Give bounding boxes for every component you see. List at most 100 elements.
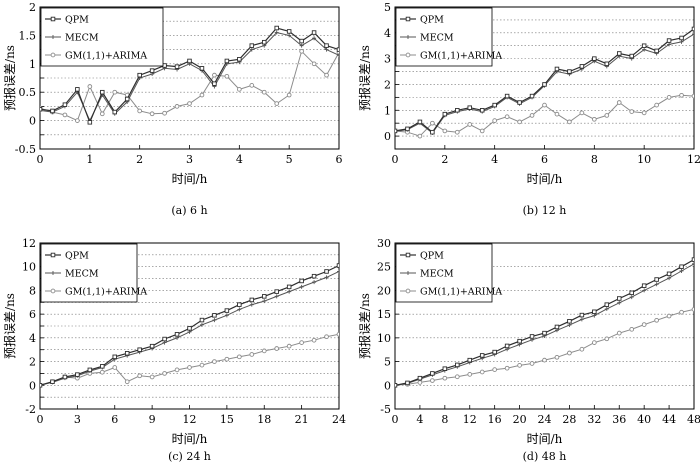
data-point bbox=[112, 354, 117, 360]
data-point bbox=[629, 326, 635, 332]
legend-box bbox=[40, 7, 164, 67]
series-QPM bbox=[40, 25, 339, 125]
series-GM(1,1)+ARIMA bbox=[40, 331, 339, 388]
x-tick-label: 4 bbox=[491, 153, 498, 166]
x-tick-label: 3 bbox=[186, 153, 193, 166]
series-QPM bbox=[395, 257, 694, 388]
data-point bbox=[492, 102, 497, 108]
legend-marker bbox=[405, 52, 411, 58]
data-point bbox=[691, 93, 694, 99]
x-axis-label: 时间/h bbox=[172, 432, 208, 446]
x-axis-label: 时间/h bbox=[527, 172, 563, 186]
x-tick-label: 5 bbox=[286, 153, 293, 166]
data-point bbox=[149, 374, 155, 380]
data-point bbox=[529, 113, 535, 118]
data-point bbox=[666, 38, 672, 43]
x-tick-label: 18 bbox=[257, 413, 271, 426]
data-point bbox=[124, 379, 130, 385]
data-point bbox=[324, 334, 329, 340]
data-point bbox=[40, 383, 43, 388]
data-point bbox=[617, 300, 622, 305]
data-point bbox=[261, 348, 267, 354]
data-point bbox=[542, 357, 547, 363]
data-point bbox=[262, 299, 267, 304]
data-point bbox=[592, 313, 597, 318]
data-point bbox=[286, 284, 292, 290]
data-point bbox=[430, 378, 435, 383]
series-QPM bbox=[40, 263, 339, 388]
x-tick-label: 0 bbox=[37, 413, 44, 426]
legend-marker bbox=[50, 16, 56, 22]
x-tick-label: 20 bbox=[513, 413, 527, 426]
data-point bbox=[604, 302, 610, 307]
x-tick-label: 15 bbox=[220, 413, 234, 426]
panel-caption: (d) 48 h bbox=[523, 450, 567, 463]
panel-caption: (a) 6 h bbox=[171, 204, 207, 217]
data-point bbox=[679, 35, 684, 41]
legend-label: MECM bbox=[420, 33, 454, 44]
x-tick-label: 40 bbox=[637, 413, 651, 426]
data-point bbox=[417, 375, 423, 381]
data-point bbox=[691, 307, 694, 312]
data-point bbox=[554, 66, 560, 72]
data-point bbox=[187, 326, 192, 331]
data-point bbox=[75, 372, 80, 377]
x-tick-label: 28 bbox=[562, 413, 576, 426]
data-point bbox=[62, 102, 68, 107]
data-point bbox=[224, 73, 230, 79]
data-point bbox=[604, 336, 610, 342]
data-point bbox=[299, 284, 304, 289]
data-point bbox=[654, 282, 659, 287]
data-point bbox=[517, 363, 522, 368]
data-point bbox=[529, 361, 535, 366]
data-point bbox=[492, 367, 498, 372]
data-point bbox=[187, 101, 192, 106]
legend: QPM MECM GM(1,1)+ARIMA bbox=[395, 7, 502, 67]
data-point bbox=[336, 47, 339, 52]
legend-label: GM(1,1)+ARIMA bbox=[420, 287, 502, 298]
data-point bbox=[492, 349, 497, 355]
y-tick-label: 8 bbox=[29, 284, 36, 297]
data-point bbox=[454, 129, 460, 135]
data-point bbox=[324, 269, 329, 274]
data-point bbox=[592, 56, 597, 61]
plot-area bbox=[395, 26, 694, 139]
data-point bbox=[137, 108, 143, 114]
data-point bbox=[249, 302, 254, 307]
data-point bbox=[579, 110, 585, 116]
data-point bbox=[187, 58, 192, 64]
series-line bbox=[395, 308, 694, 386]
data-point bbox=[692, 261, 694, 266]
data-point bbox=[50, 108, 55, 114]
x-axis-label: 时间/h bbox=[527, 432, 563, 446]
x-axis-label: 时间/h bbox=[172, 172, 208, 186]
y-tick-label: 6 bbox=[29, 308, 36, 321]
data-point bbox=[604, 61, 610, 67]
data-point bbox=[692, 32, 694, 37]
data-point bbox=[442, 128, 448, 134]
data-point bbox=[286, 29, 292, 34]
y-tick-label: 1 bbox=[384, 104, 391, 117]
data-point bbox=[312, 280, 317, 285]
data-point bbox=[99, 369, 105, 375]
data-point bbox=[75, 87, 80, 92]
data-point bbox=[579, 346, 585, 352]
data-point bbox=[212, 359, 217, 364]
data-point bbox=[137, 72, 142, 78]
data-point bbox=[299, 278, 304, 284]
legend-label: QPM bbox=[65, 15, 89, 26]
data-point bbox=[287, 33, 292, 38]
data-point bbox=[517, 119, 522, 125]
data-point bbox=[567, 350, 572, 356]
data-point bbox=[554, 111, 560, 117]
x-tick-label: 48 bbox=[687, 413, 700, 426]
y-tick-label: 2 bbox=[29, 356, 36, 369]
data-point bbox=[430, 129, 435, 135]
data-point bbox=[287, 289, 292, 294]
x-tick-label: 12 bbox=[687, 153, 700, 166]
data-point bbox=[629, 290, 634, 296]
data-point bbox=[336, 263, 339, 268]
data-point bbox=[274, 289, 279, 294]
